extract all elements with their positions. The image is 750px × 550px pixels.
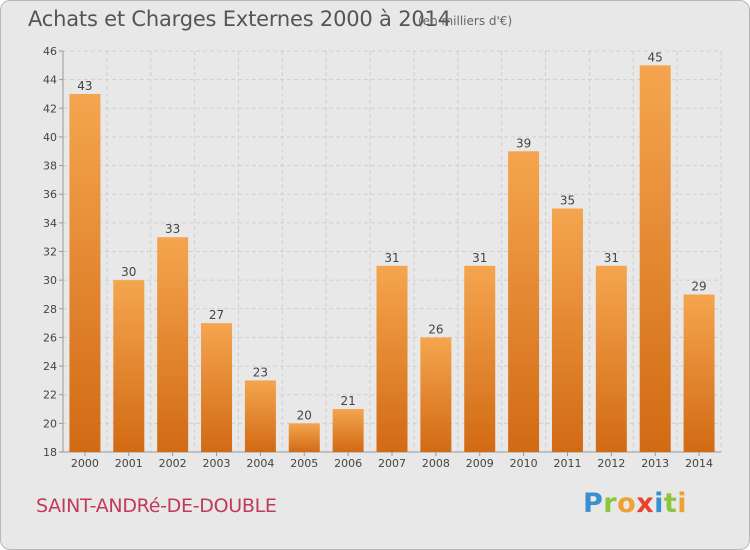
x-tick-label: 2004 <box>246 457 274 470</box>
bars: 43 30 33 27 23 20 21 31 26 31 39 35 31 45 29 <box>69 50 715 453</box>
data-label: 29 <box>691 279 706 293</box>
data-label: 31 <box>604 251 619 265</box>
data-label: 26 <box>428 322 443 336</box>
brand-letter: r <box>603 488 618 519</box>
bar-2005 <box>288 423 320 452</box>
x-tick-label: 2008 <box>422 457 450 470</box>
x-tick-label: 2014 <box>685 457 713 470</box>
data-label: 21 <box>340 394 355 408</box>
chart-title: Achats et Charges Externes 2000 à 2014 <box>28 7 451 31</box>
x-tick-label: 2003 <box>203 457 231 470</box>
x-tick-label: 2007 <box>378 457 406 470</box>
data-label: 23 <box>253 365 268 379</box>
data-label: 31 <box>472 251 487 265</box>
bar-2006 <box>332 409 364 452</box>
x-tick-label: 2013 <box>641 457 669 470</box>
bar-2004 <box>244 380 276 452</box>
bar-2003 <box>201 323 233 452</box>
y-tick-label: 22 <box>43 389 57 402</box>
bar-2009 <box>464 265 496 452</box>
bar-2013 <box>639 65 671 453</box>
data-label: 33 <box>165 222 180 236</box>
y-tick-label: 26 <box>43 331 57 344</box>
x-tick-label: 2006 <box>334 457 362 470</box>
bar-2001 <box>113 280 145 452</box>
data-label: 45 <box>648 50 663 64</box>
x-tick-label: 2012 <box>597 457 625 470</box>
y-tick-label: 44 <box>43 74 57 87</box>
data-label: 20 <box>297 408 312 422</box>
data-label: 39 <box>516 136 531 150</box>
y-tick-label: 38 <box>43 160 57 173</box>
brand-logo: Proxiti <box>583 488 687 519</box>
bar-2000 <box>69 93 101 452</box>
brand-letter: P <box>583 488 604 519</box>
x-tick-label: 2011 <box>553 457 581 470</box>
brand-letter: i <box>677 488 688 519</box>
bar-2008 <box>420 337 452 452</box>
bar-2014 <box>683 294 715 452</box>
chart-subtitle: (en milliers d'€) <box>418 14 513 28</box>
y-tick-label: 18 <box>43 446 57 459</box>
x-tick-label: 2010 <box>510 457 538 470</box>
y-tick-label: 24 <box>43 360 57 373</box>
y-tick-label: 32 <box>43 246 57 259</box>
y-tick-label: 42 <box>43 102 57 115</box>
y-tick-label: 20 <box>43 417 57 430</box>
x-tick-label: 2005 <box>290 457 318 470</box>
bar-2012 <box>595 265 627 452</box>
brand-letter: x <box>636 488 655 519</box>
brand-letter: t <box>663 488 678 519</box>
bar-2011 <box>551 208 583 452</box>
data-label: 30 <box>121 265 136 279</box>
data-label: 31 <box>384 251 399 265</box>
bar-2002 <box>157 237 189 452</box>
location-name: SAINT-ANDRé-DE-DOUBLE <box>36 495 277 517</box>
bar-2010 <box>508 151 540 452</box>
bar-2007 <box>376 265 408 452</box>
brand-letter: i <box>654 488 664 519</box>
data-label: 35 <box>560 194 575 208</box>
data-label: 43 <box>77 79 92 93</box>
y-tick-label: 36 <box>43 188 57 201</box>
y-tick-label: 46 <box>43 45 57 58</box>
x-tick-label: 2001 <box>115 457 143 470</box>
y-tick-label: 30 <box>43 274 57 287</box>
y-tick-label: 28 <box>43 303 57 316</box>
y-tick-label: 40 <box>43 131 57 144</box>
x-tick-label: 2009 <box>466 457 494 470</box>
data-label: 27 <box>209 308 224 322</box>
brand-letter: o <box>617 488 637 519</box>
x-tick-label: 2002 <box>159 457 187 470</box>
y-tick-label: 34 <box>43 217 57 230</box>
x-tick-label: 2000 <box>71 457 99 470</box>
